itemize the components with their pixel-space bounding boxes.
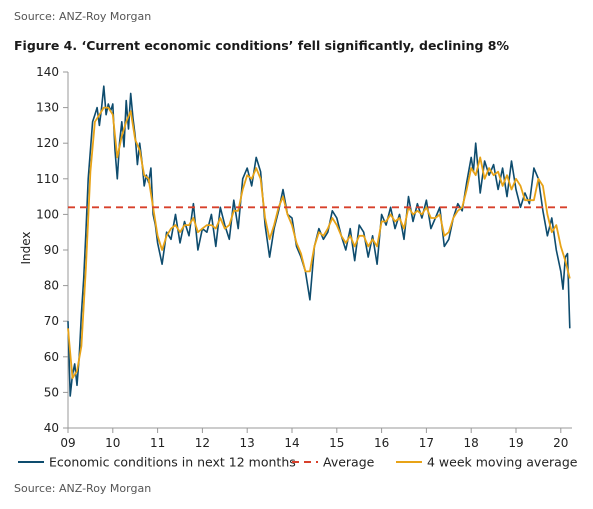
x-tick-label: 12 [195,436,210,450]
figure-title: Figure 4. ‘Current economic conditions’ … [14,38,510,53]
y-tick-label: 130 [36,101,59,115]
x-tick-label: 20 [553,436,568,450]
y-tick-label: 120 [36,136,59,150]
y-tick-label: 90 [44,243,59,257]
y-axis-label: Index [19,231,33,264]
series-layer [67,85,571,397]
series-moving-average-line [67,106,571,380]
y-tick-label: 100 [36,207,59,221]
source-note-bottom: Source: ANZ-Roy Morgan [14,482,152,495]
y-tick-label: 110 [36,172,59,186]
series-economic-conditions-line [67,85,571,397]
legend-item-economic-conditions: Economic conditions in next 12 months [18,455,296,470]
x-tick-label: 16 [374,436,389,450]
y-tick-label: 70 [44,314,59,328]
x-tick-label: 09 [60,436,75,450]
legend-item-average: Average [292,455,375,470]
x-tick-label: 17 [419,436,434,450]
y-tick-label: 140 [36,65,59,79]
tick-labels: 40 50 60 70 80 90 100 110 120 130 140 09 10 11 12 13 14 1… [36,65,568,450]
y-tick-label: 80 [44,279,59,293]
legend-label: Average [323,455,375,470]
legend: Economic conditions in next 12 months Ave… [18,455,578,470]
x-tick-label: 11 [150,436,165,450]
x-tick-label: 10 [105,436,120,450]
legend-label: Economic conditions in next 12 months [49,455,296,470]
x-tick-label: 15 [329,436,344,450]
y-tick-label: 40 [44,421,59,435]
x-tick-label: 13 [240,436,255,450]
x-tick-label: 14 [284,436,299,450]
legend-item-moving-average: 4 week moving average [396,455,578,470]
x-tick-label: 18 [464,436,479,450]
axes [63,71,572,433]
x-tick-label: 19 [508,436,523,450]
y-tick-label: 60 [44,350,59,364]
y-tick-label: 50 [44,385,59,399]
legend-label: 4 week moving average [427,455,578,470]
source-note-top: Source: ANZ-Roy Morgan [14,10,152,23]
